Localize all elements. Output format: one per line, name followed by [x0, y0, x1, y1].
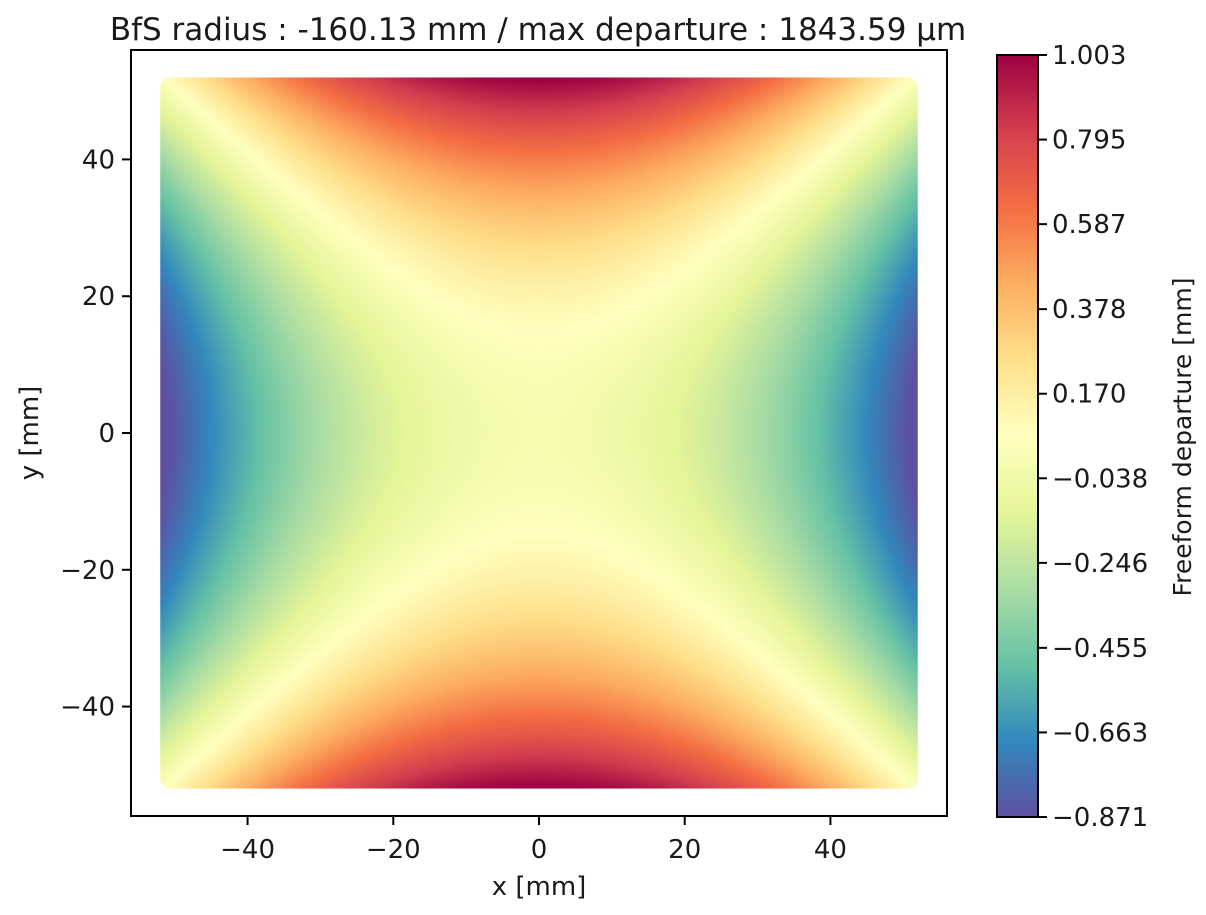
colorbar-tick-label: 0.170 [1052, 380, 1126, 410]
colorbar-label: Freeform departure [mm] [1168, 278, 1197, 597]
colorbar-tick-label: −0.038 [1052, 464, 1148, 494]
x-tick-label: −40 [220, 835, 275, 865]
x-tick-label: 40 [814, 835, 847, 865]
y-tick-label: 0 [98, 419, 115, 449]
colorbar-frame [996, 54, 1039, 818]
colorbar-ticks: 1.003 0.795 0.587 0.378 0.170 −0.038 −0.246 −0.… [1038, 41, 1148, 833]
x-tick-label: 0 [531, 835, 548, 865]
colorbar-gradient [997, 55, 1038, 817]
y-tick-label: −20 [60, 556, 115, 586]
colorbar-tick-label: 1.003 [1052, 41, 1126, 71]
colorbar-tick-label: −0.246 [1052, 549, 1148, 579]
y-axis-label: y [mm] [15, 386, 45, 481]
colorbar-tick-label: 0.795 [1052, 126, 1126, 156]
y-tick-label: −40 [60, 693, 115, 723]
colorbar-tick-label: −0.871 [1052, 803, 1148, 833]
chart-title: BfS radius : -160.13 mm / max departure … [110, 12, 966, 48]
y-axis-ticks: −40 −20 0 20 40 [60, 145, 131, 723]
colorbar-tick-label: 0.378 [1052, 295, 1126, 325]
y-tick-label: 20 [82, 282, 115, 312]
colorbar-tick-label: −0.663 [1052, 718, 1148, 748]
y-tick-label: 40 [82, 145, 115, 175]
x-tick-label: 20 [668, 835, 701, 865]
x-axis-label: x [mm] [492, 872, 587, 902]
freeform-surface-heatmap [160, 77, 918, 789]
x-axis-ticks: −40 −20 0 20 40 [220, 816, 847, 865]
x-tick-label: −20 [366, 835, 421, 865]
colorbar-tick-label: −0.455 [1052, 634, 1148, 664]
colorbar-tick-label: 0.587 [1052, 210, 1126, 240]
